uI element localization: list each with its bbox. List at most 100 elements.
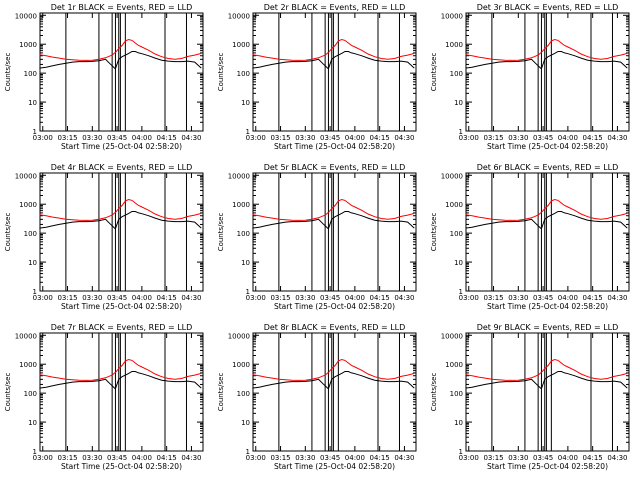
detector-panel-7: Det 7r BLACK = Events, RED = LLD 1 10 100 10…: [4, 323, 204, 471]
x-axis-label: Start Time (25-Oct-04 02:58:20): [274, 302, 395, 311]
x-tick-label: 04:00: [132, 454, 152, 462]
series-events-line: [252, 51, 415, 70]
x-tick-label: 04:30: [181, 454, 201, 462]
y-tick-label: 10: [454, 419, 463, 427]
y-axis-label: Counts/sec: [430, 373, 438, 412]
x-tick-label: 04:00: [132, 134, 152, 142]
x-tick-label: 03:00: [459, 134, 479, 142]
series-events-line: [465, 211, 628, 230]
x-tick-label: 04:30: [394, 454, 414, 462]
y-axis-label: Counts/sec: [217, 373, 225, 412]
x-axis-label: Start Time (25-Oct-04 02:58:20): [61, 302, 182, 311]
x-tick-label: 03:00: [246, 454, 266, 462]
y-tick-label: 1000: [19, 361, 37, 369]
x-tick-label: 04:30: [394, 134, 414, 142]
y-axis-label: Counts/sec: [4, 373, 12, 412]
x-tick-label: 03:30: [295, 454, 315, 462]
x-tick-label: 03:30: [508, 454, 528, 462]
series-events-line: [39, 371, 202, 390]
detector-panel-2: Det 2r BLACK = Events, RED = LLD 1 10 100 10…: [217, 3, 417, 151]
y-tick-label: 1: [459, 128, 463, 136]
y-tick-label: 10000: [441, 332, 463, 340]
panel-title: Det 1r BLACK = Events, RED = LLD: [51, 3, 193, 12]
x-tick-label: 04:15: [583, 294, 603, 302]
panel-title: Det 8r BLACK = Events, RED = LLD: [264, 323, 406, 332]
series-lld-line: [252, 358, 415, 381]
x-tick-label: 04:15: [370, 454, 390, 462]
x-tick-label: 03:45: [107, 454, 127, 462]
x-tick-label: 03:15: [483, 134, 503, 142]
x-tick-label: 04:15: [157, 294, 177, 302]
y-tick-label: 10: [241, 419, 250, 427]
y-tick-label: 10: [28, 419, 37, 427]
panel-title: Det 2r BLACK = Events, RED = LLD: [264, 3, 406, 12]
x-tick-label: 04:15: [370, 294, 390, 302]
series-events-line: [465, 51, 628, 70]
detector-panel-4: Det 4r BLACK = Events, RED = LLD 1 10 100 10…: [4, 163, 204, 311]
x-tick-label: 03:15: [57, 454, 77, 462]
panel-title: Det 3r BLACK = Events, RED = LLD: [477, 3, 619, 12]
detector-panel-8: Det 8r BLACK = Events, RED = LLD 1 10 100 10…: [217, 323, 417, 471]
y-tick-label: 100: [24, 70, 37, 78]
x-tick-label: 03:15: [57, 294, 77, 302]
y-tick-label: 1000: [445, 41, 463, 49]
x-tick-label: 03:30: [508, 134, 528, 142]
series-events-line: [465, 371, 628, 390]
detector-panel-1: Det 1r BLACK = Events, RED = LLD 1 10 100 10…: [4, 3, 204, 151]
x-tick-label: 04:00: [558, 294, 578, 302]
y-tick-label: 10: [454, 259, 463, 267]
x-tick-label: 03:00: [459, 294, 479, 302]
x-tick-label: 03:15: [270, 454, 290, 462]
y-tick-label: 1000: [232, 361, 250, 369]
panel-title: Det 4r BLACK = Events, RED = LLD: [51, 163, 193, 172]
series-lld-line: [252, 198, 415, 221]
x-tick-label: 03:30: [82, 294, 102, 302]
y-tick-label: 1: [246, 448, 250, 456]
x-tick-label: 03:00: [33, 294, 53, 302]
y-tick-label: 1000: [232, 201, 250, 209]
x-tick-label: 04:00: [345, 294, 365, 302]
x-axis-label: Start Time (25-Oct-04 02:58:20): [487, 462, 608, 471]
x-tick-label: 04:15: [157, 454, 177, 462]
series-events-line: [252, 371, 415, 390]
plot-frame: [465, 332, 630, 452]
x-tick-label: 04:00: [345, 134, 365, 142]
y-tick-label: 10: [241, 259, 250, 267]
series-events-line: [39, 51, 202, 70]
y-tick-label: 1: [459, 448, 463, 456]
plot-frame: [39, 172, 204, 292]
x-tick-label: 04:15: [583, 454, 603, 462]
x-axis-label: Start Time (25-Oct-04 02:58:20): [274, 142, 395, 151]
x-tick-label: 03:30: [82, 454, 102, 462]
plot-frame: [465, 172, 630, 292]
x-tick-label: 04:15: [583, 134, 603, 142]
x-axis-label: Start Time (25-Oct-04 02:58:20): [487, 302, 608, 311]
x-tick-label: 04:30: [607, 134, 627, 142]
detector-panel-5: Det 5r BLACK = Events, RED = LLD 1 10 100 10…: [217, 163, 417, 311]
y-tick-label: 100: [237, 230, 250, 238]
x-axis-label: Start Time (25-Oct-04 02:58:20): [274, 462, 395, 471]
plot-frame: [465, 12, 630, 132]
x-tick-label: 03:15: [270, 134, 290, 142]
series-events-line: [39, 211, 202, 230]
y-tick-label: 1: [33, 288, 37, 296]
y-tick-label: 100: [24, 230, 37, 238]
x-tick-label: 04:00: [558, 454, 578, 462]
y-axis-label: Counts/sec: [430, 53, 438, 92]
y-tick-label: 10000: [15, 332, 37, 340]
series-lld-line: [465, 38, 628, 61]
x-tick-label: 03:00: [246, 294, 266, 302]
series-lld-line: [465, 198, 628, 221]
series-lld-line: [465, 358, 628, 381]
x-tick-label: 04:00: [558, 134, 578, 142]
x-tick-label: 03:15: [483, 454, 503, 462]
x-tick-label: 04:15: [370, 134, 390, 142]
x-tick-label: 04:30: [181, 294, 201, 302]
x-tick-label: 03:45: [107, 134, 127, 142]
x-tick-label: 03:00: [33, 454, 53, 462]
y-tick-label: 10000: [441, 172, 463, 180]
y-tick-label: 1000: [19, 41, 37, 49]
detector-panel-3: Det 3r BLACK = Events, RED = LLD 1 10 100 10…: [430, 3, 630, 151]
